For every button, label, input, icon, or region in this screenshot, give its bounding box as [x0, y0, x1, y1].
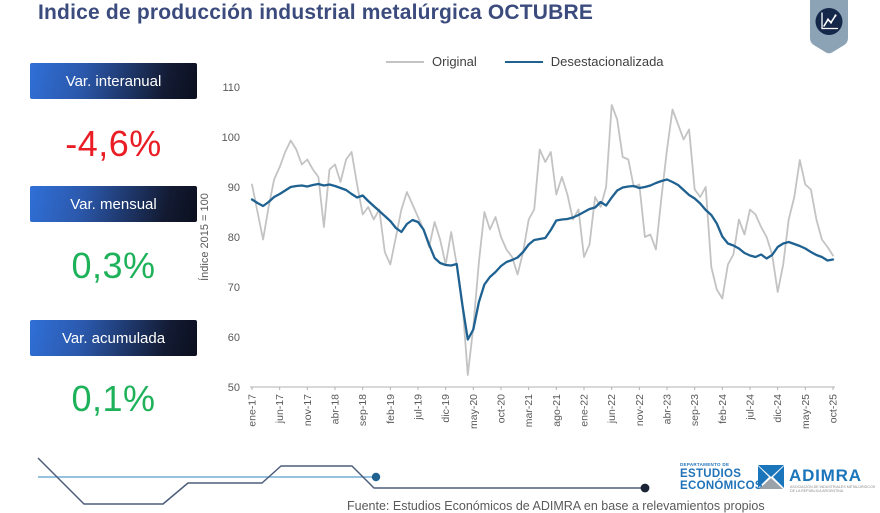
x-tick-label: jun-22 [606, 394, 618, 424]
y-tick-label: 80 [228, 232, 240, 244]
x-tick-label: ene-22 [579, 394, 591, 427]
x-tick-label: jul-19 [413, 394, 425, 421]
adimra-logo-mark [758, 465, 784, 489]
legend-item-original: Original [386, 54, 477, 69]
original-line-swatch [386, 60, 424, 63]
adimra-wordmark: ADIMRA [789, 466, 862, 485]
stat-var-acumulada: Var. acumulada 0,1% [30, 320, 197, 420]
x-tick-label: oct-25 [828, 394, 840, 423]
decor-blue-dot [371, 472, 381, 482]
legend-label: Original [432, 54, 477, 69]
adimra-logo: ADIMRA ASOCIACIÓN DE INDUSTRIALES METALÚ… [757, 464, 877, 499]
stat-label-badge: Var. interanual [30, 63, 197, 99]
x-tick-label: jun-17 [274, 394, 286, 424]
legend-label: Desestacionalizada [550, 54, 664, 69]
x-tick-label: ago-21 [551, 394, 563, 427]
y-tick-label: 100 [222, 132, 240, 144]
y-tick-label: 70 [228, 282, 240, 294]
dept-estudios-economicos: DEPARTAMENTO DE ESTUDIOS ECONÓMICOS [680, 462, 763, 493]
x-tick-label: sep-18 [357, 394, 369, 426]
dept-line2: ECONÓMICOS [680, 480, 763, 492]
x-tick-label: mar-21 [523, 394, 535, 427]
original-line [251, 104, 834, 376]
x-tick-label: feb-24 [717, 394, 729, 424]
stat-label: Var. mensual [70, 195, 157, 213]
decor-navy-dot [640, 483, 650, 493]
y-tick-label: 60 [228, 332, 240, 344]
x-tick-label: dic-19 [440, 394, 452, 423]
x-tick-label: may-20 [468, 394, 480, 429]
stat-label: Var. interanual [65, 72, 162, 90]
chart-legend: Original Desestacionalizada [386, 54, 664, 69]
x-tick-label: ene-17 [247, 394, 259, 427]
dept-small-label: DEPARTAMENTO DE [680, 462, 730, 467]
adimra-tagline: ASOCIACIÓN DE INDUSTRIALES METALÚRGICOS … [790, 485, 876, 494]
x-tick-label: oct-20 [496, 394, 508, 423]
adimra-triangle-right [773, 466, 784, 488]
line-chart-icon [821, 12, 839, 30]
x-tick-label: jul-24 [745, 394, 757, 421]
chart-badge [810, 0, 848, 54]
stat-value: -4,6% [65, 123, 162, 164]
y-axis-title: Índice 2015 = 100 [198, 193, 211, 281]
stat-var-interanual: Var. interanual -4,6% [30, 63, 197, 165]
stat-label-badge: Var. mensual [30, 186, 197, 222]
x-tick-label: nov-17 [302, 394, 314, 426]
stat-label: Var. acumulada [61, 329, 166, 347]
stat-label-badge: Var. acumulada [30, 320, 197, 356]
y-tick-label: 110 [222, 82, 240, 94]
x-tick-label: abr-18 [330, 394, 342, 425]
adimra-triangle-bottom [759, 478, 783, 489]
x-tick-label: feb-19 [385, 394, 397, 424]
x-tick-label: abr-23 [662, 394, 674, 425]
stat-value: 0,1% [71, 378, 156, 419]
x-tick-label: dic-24 [772, 394, 784, 423]
desestacionalizada-line-swatch [504, 60, 543, 63]
adimra-triangle-top [758, 465, 784, 477]
x-tick-label: sep-23 [689, 394, 701, 426]
decor-dark-line [37, 457, 645, 505]
legend-item-desestacionalizada: Desestacionalizada [504, 54, 664, 69]
x-tick-label: nov-22 [634, 394, 646, 426]
x-tick-label: may-25 [800, 394, 812, 429]
y-tick-label: 50 [228, 382, 240, 394]
dept-line1: ESTUDIOS [680, 467, 742, 480]
y-tick-label: 90 [228, 182, 240, 194]
page-title: Indice de producción industrial metalúrg… [38, 1, 594, 24]
source-note: Fuente: Estudios Económicos de ADIMRA en… [347, 499, 765, 513]
stat-var-mensual: Var. mensual 0,3% [30, 186, 197, 287]
adimra-triangle-left [758, 466, 769, 488]
desestacionalizada-line [250, 178, 835, 341]
stat-value: 0,3% [71, 245, 156, 286]
